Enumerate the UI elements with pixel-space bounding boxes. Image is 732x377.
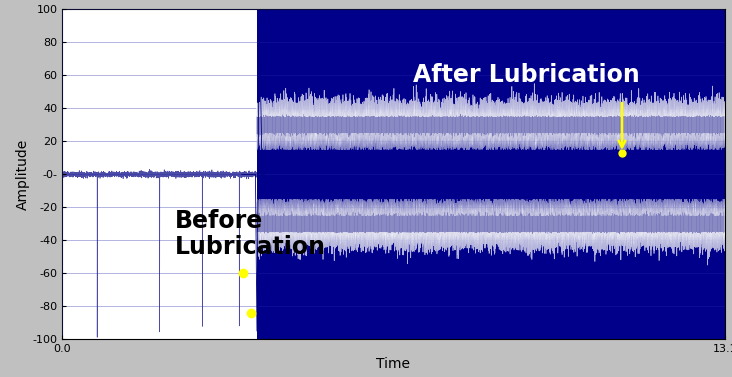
Bar (257, 9, 725, 339)
Y-axis label: Amplitude: Amplitude (15, 139, 29, 210)
Text: After Lubrication: After Lubrication (413, 63, 639, 87)
X-axis label: Time: Time (376, 357, 411, 371)
Bar (62, 9, 257, 339)
Text: Before
Lubrication: Before Lubrication (175, 209, 326, 259)
